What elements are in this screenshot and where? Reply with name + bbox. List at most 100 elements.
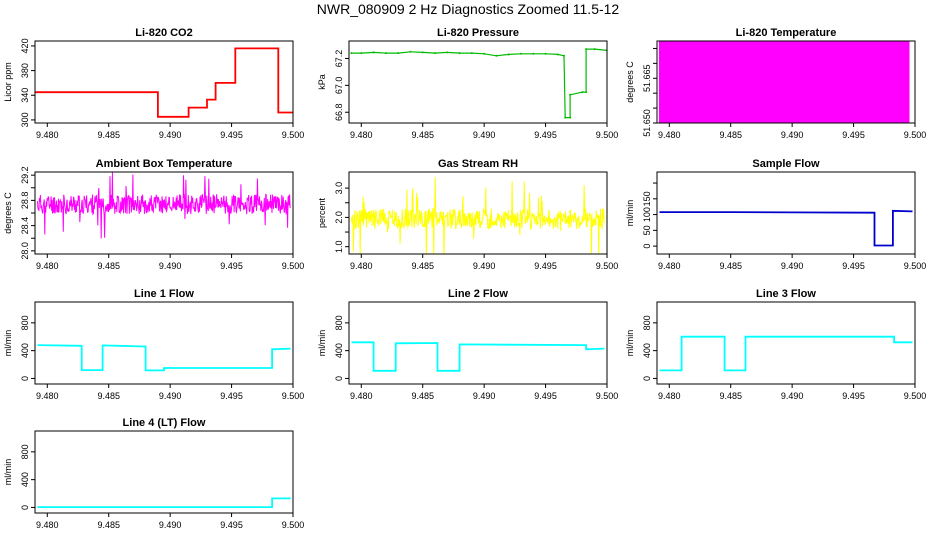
y-tick-label: 29.2 xyxy=(20,166,30,184)
x-tick-label: 9.480 xyxy=(36,391,59,401)
panel-title: Sample Flow xyxy=(752,158,820,170)
data-point xyxy=(446,51,449,54)
x-tick-label: 9.495 xyxy=(842,391,865,401)
data-layer xyxy=(351,341,605,372)
plot-frame xyxy=(656,171,916,255)
plot-frame xyxy=(656,301,916,385)
plot-frame xyxy=(348,301,608,385)
data-point xyxy=(409,50,412,53)
data-point xyxy=(569,93,572,96)
y-tick-label: 28.8 xyxy=(20,192,30,210)
data-point xyxy=(585,91,588,94)
x-tick-label: 9.485 xyxy=(97,391,120,401)
series-line xyxy=(659,335,913,372)
y-tick-label: 400 xyxy=(642,343,652,358)
x-tick-label: 9.480 xyxy=(658,391,681,401)
data-point xyxy=(569,116,572,119)
data-point xyxy=(544,52,547,55)
data-point xyxy=(350,52,353,55)
data-point xyxy=(495,54,498,57)
data-point xyxy=(507,53,510,56)
x-tick-label: 9.485 xyxy=(719,391,742,401)
panel-title: Li-820 Pressure xyxy=(437,27,519,39)
data-layer xyxy=(37,344,291,372)
data-layer xyxy=(351,177,605,254)
y-tick-label: 420 xyxy=(20,38,30,53)
data-point xyxy=(470,52,473,55)
x-tick-label: 9.485 xyxy=(97,520,120,530)
x-tick-label: 9.495 xyxy=(842,130,865,140)
data-layer xyxy=(659,335,913,372)
chart-panel-8: Line 2 Flow ml/min 9.480 9.485 9.490 9.495 9.5… xyxy=(317,288,618,401)
y-tick-label: 66.8 xyxy=(334,103,344,121)
x-tick-label: 9.490 xyxy=(159,261,182,271)
x-tick-label: 9.480 xyxy=(350,391,373,401)
x-tick-label: 9.480 xyxy=(36,130,59,140)
chart-panel-7: Line 1 Flow ml/min 9.480 9.485 9.490 9.495 9.5… xyxy=(3,288,304,401)
x-tick-label: 9.495 xyxy=(534,261,557,271)
series-line xyxy=(37,172,291,239)
data-point xyxy=(520,52,522,55)
data-layer xyxy=(37,497,291,508)
panel-title: Ambient Box Temperature xyxy=(96,158,233,170)
data-layer xyxy=(35,47,293,118)
data-point xyxy=(585,48,588,51)
data-point xyxy=(434,52,436,55)
panel-title: Li-820 CO2 xyxy=(135,27,192,39)
x-tick-label: 9.485 xyxy=(411,391,434,401)
x-tick-label: 9.485 xyxy=(97,261,120,271)
x-tick-label: 9.495 xyxy=(534,130,557,140)
y-tick-label: 28.4 xyxy=(20,217,30,235)
data-layer xyxy=(659,209,913,247)
chart-panel-10: Line 4 (LT) Flow ml/min 9.480 9.485 9.490 9.4… xyxy=(3,417,304,530)
series-line xyxy=(37,344,291,372)
y-tick-label: 800 xyxy=(20,315,30,330)
x-tick-label: 9.490 xyxy=(473,261,496,271)
y-tick-label: 150 xyxy=(642,191,652,206)
data-point xyxy=(372,51,375,54)
x-tick-label: 9.485 xyxy=(411,130,434,140)
series-line xyxy=(35,47,293,118)
x-tick-label: 9.485 xyxy=(719,261,742,271)
y-axis-label: percent xyxy=(317,197,327,228)
chart-panel-4: Ambient Box Temperature degrees C 9.480 9.4… xyxy=(3,158,304,271)
x-tick-label: 9.500 xyxy=(904,261,927,271)
y-tick-label: 340 xyxy=(20,88,30,103)
y-axis-label: ml/min xyxy=(625,330,635,357)
x-tick-label: 9.485 xyxy=(97,130,120,140)
series-line xyxy=(351,48,607,119)
y-axis-label: ml/min xyxy=(3,459,13,486)
y-tick-label: 51.665 xyxy=(642,65,652,93)
x-tick-label: 9.480 xyxy=(350,130,373,140)
plot-frame xyxy=(348,40,608,124)
y-tick-label: 3.0 xyxy=(334,182,344,195)
chart-panel-2: Li-820 Pressure kPa 9.480 9.485 9.490 9.495 9.… xyxy=(317,27,618,140)
y-axis-label: degrees C xyxy=(3,192,13,234)
plot-frame xyxy=(34,40,294,124)
figure-title: NWR_080909 2 Hz Diagnostics Zoomed 11.5-… xyxy=(316,1,620,17)
panel-title: Line 4 (LT) Flow xyxy=(123,417,206,429)
y-tick-label: 50 xyxy=(642,225,652,235)
x-tick-label: 9.490 xyxy=(159,391,182,401)
x-tick-label: 9.480 xyxy=(658,130,681,140)
x-tick-label: 9.485 xyxy=(411,261,434,271)
data-point xyxy=(593,48,596,51)
series-line xyxy=(351,341,605,372)
y-axis-label: degrees C xyxy=(625,61,635,103)
x-tick-label: 9.480 xyxy=(36,520,59,530)
data-point xyxy=(397,52,400,55)
x-tick-label: 9.480 xyxy=(36,261,59,271)
y-axis-label: ml/min xyxy=(3,330,13,357)
data-point xyxy=(556,53,559,56)
panel-title: Line 3 Flow xyxy=(756,288,816,300)
panel-title: Line 2 Flow xyxy=(448,288,508,300)
y-tick-label: 100 xyxy=(642,207,652,222)
data-point xyxy=(564,116,567,119)
y-axis-label: ml/min xyxy=(317,330,327,357)
y-tick-label: 0 xyxy=(642,376,652,381)
data-layer xyxy=(658,41,910,123)
series-line xyxy=(658,41,910,123)
y-tick-label: 400 xyxy=(20,343,30,358)
x-tick-label: 9.500 xyxy=(282,130,305,140)
